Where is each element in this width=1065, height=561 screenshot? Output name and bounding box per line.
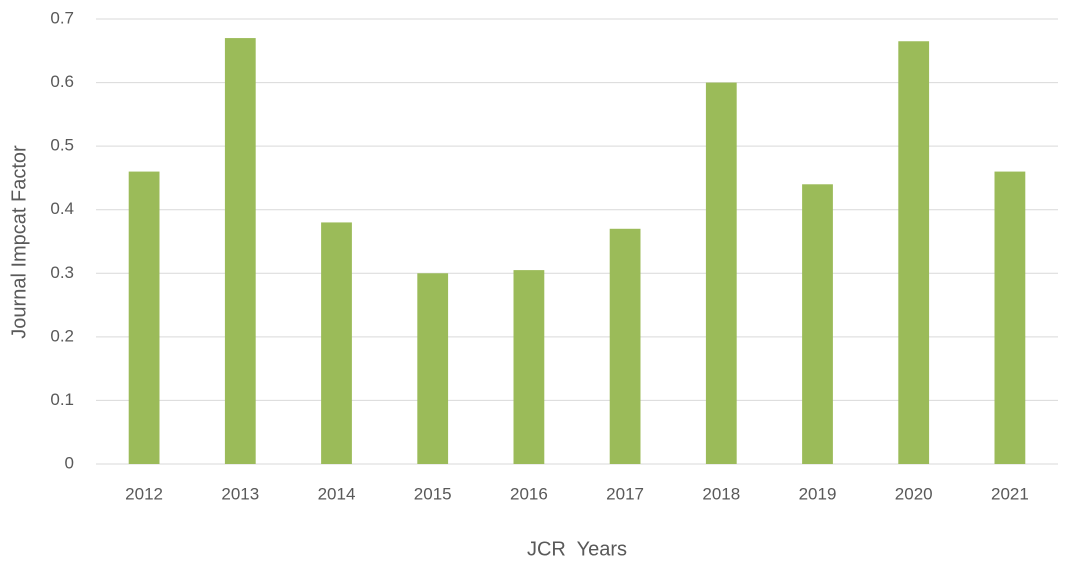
x-tick-label: 2017 [606,484,644,503]
bar [513,270,545,464]
bar [417,273,449,464]
bar [705,82,737,465]
bar [321,222,352,464]
y-tick-label: 0.5 [50,136,74,155]
y-axis-title: Journal Impcat Factor [8,145,30,339]
y-tick-label: 0.2 [50,326,74,345]
x-tick-label: 2019 [799,484,837,503]
x-axis-title: JCR Years [527,538,627,560]
x-tick-label: 2013 [221,484,259,503]
y-tick-label: 0.7 [50,8,74,27]
bar [609,228,641,464]
y-tick-label: 0.3 [50,263,74,282]
y-tick-label: 0.6 [50,72,74,91]
y-tick-label: 0.1 [50,390,74,409]
bar [898,41,930,464]
bar [128,171,160,465]
x-tick-label: 2015 [414,484,452,503]
bar [994,171,1026,465]
bar [802,184,833,465]
x-tick-label: 2020 [895,484,933,503]
bar [224,38,256,464]
y-tick-label: 0 [65,453,74,472]
x-tick-label: 2018 [702,484,740,503]
y-tick-label: 0.4 [50,199,74,218]
x-tick-label: 2012 [125,484,163,503]
x-tick-label: 2021 [991,484,1029,503]
x-tick-label: 2014 [318,484,356,503]
x-tick-label: 2016 [510,484,548,503]
